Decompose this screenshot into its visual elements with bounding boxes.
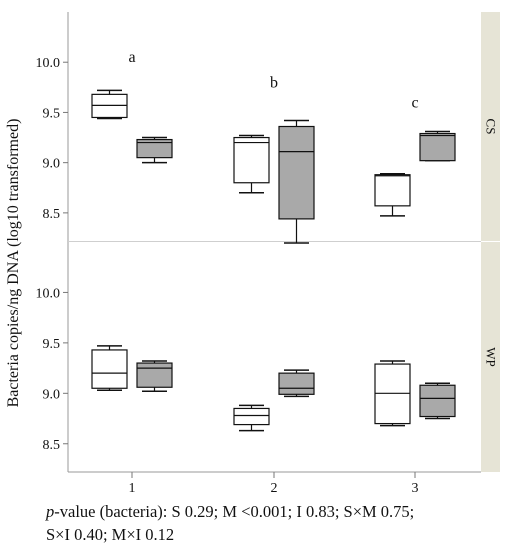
box-iqr [419,132,456,162]
x-tick-label: 3 [412,481,419,496]
box-2-gray [278,119,315,244]
box-3-gray [419,130,456,162]
box-iqr [374,174,411,207]
box-1-gray [136,360,173,393]
significance-letter-a: a [128,49,135,66]
caption-line-2: S×I 0.40; M×I 0.12 [46,525,175,544]
y-tick-label: 9.5 [43,337,61,352]
boxplot-chart: CS 10.0 9.5 9.0 8.5 a b c WP 10.0 9.5 9.0 8.5 1 2 3 B… [5,12,500,496]
box-iqr [233,407,270,426]
x-axis: 1 2 3 [129,472,419,496]
panel-cs: CS 10.0 9.5 9.0 8.5 a b c [36,49,499,244]
y-tick-label: 8.5 [43,207,61,222]
panel-label-wp: WP [484,347,499,367]
y-axis-label: Bacteria copies/ng DNA (log10 transforme… [5,119,22,408]
x-tick-label: 1 [129,481,136,496]
y-tick-label: 9.0 [43,387,61,402]
box-iqr [136,138,173,159]
y-tick-label: 9.5 [43,106,61,121]
box-3-white [374,360,411,427]
plot-frame [67,12,500,473]
caption-line-1: p-value (bacteria): S 0.29; M <0.001; I … [46,500,511,523]
box-1-white [91,89,128,120]
y-tick-label: 8.5 [43,438,61,453]
caption-line-1-text: -value (bacteria): S 0.29; M <0.001; I 0… [54,502,415,521]
p-value-caption: p-value (bacteria): S 0.29; M <0.001; I … [46,500,511,546]
x-tick-label: 2 [271,481,278,496]
box-iqr [91,349,128,389]
y-tick-label: 9.0 [43,157,61,172]
y-tick-label: 10.0 [36,56,61,71]
y-tick-label: 10.0 [36,286,61,301]
significance-letter-b: b [270,74,278,91]
box-iqr [419,384,456,418]
box-2-white [233,404,270,432]
box-1-gray [136,136,173,164]
box-2-gray [278,369,315,398]
panel-strip-cs [481,12,500,241]
box-iqr [278,125,315,220]
p-label: p [46,502,55,521]
panel-label-cs: CS [484,119,499,135]
box-1-white [91,345,128,392]
box-3-white [374,172,411,217]
significance-letter-c: c [411,94,418,111]
box-iqr [233,136,270,184]
box-3-gray [419,382,456,420]
panel-wp: WP 10.0 9.5 9.0 8.5 [36,286,499,452]
box-2-white [233,134,270,194]
panel-strip-wp [481,242,500,472]
box-iqr [136,362,173,388]
box-iqr [278,372,315,395]
